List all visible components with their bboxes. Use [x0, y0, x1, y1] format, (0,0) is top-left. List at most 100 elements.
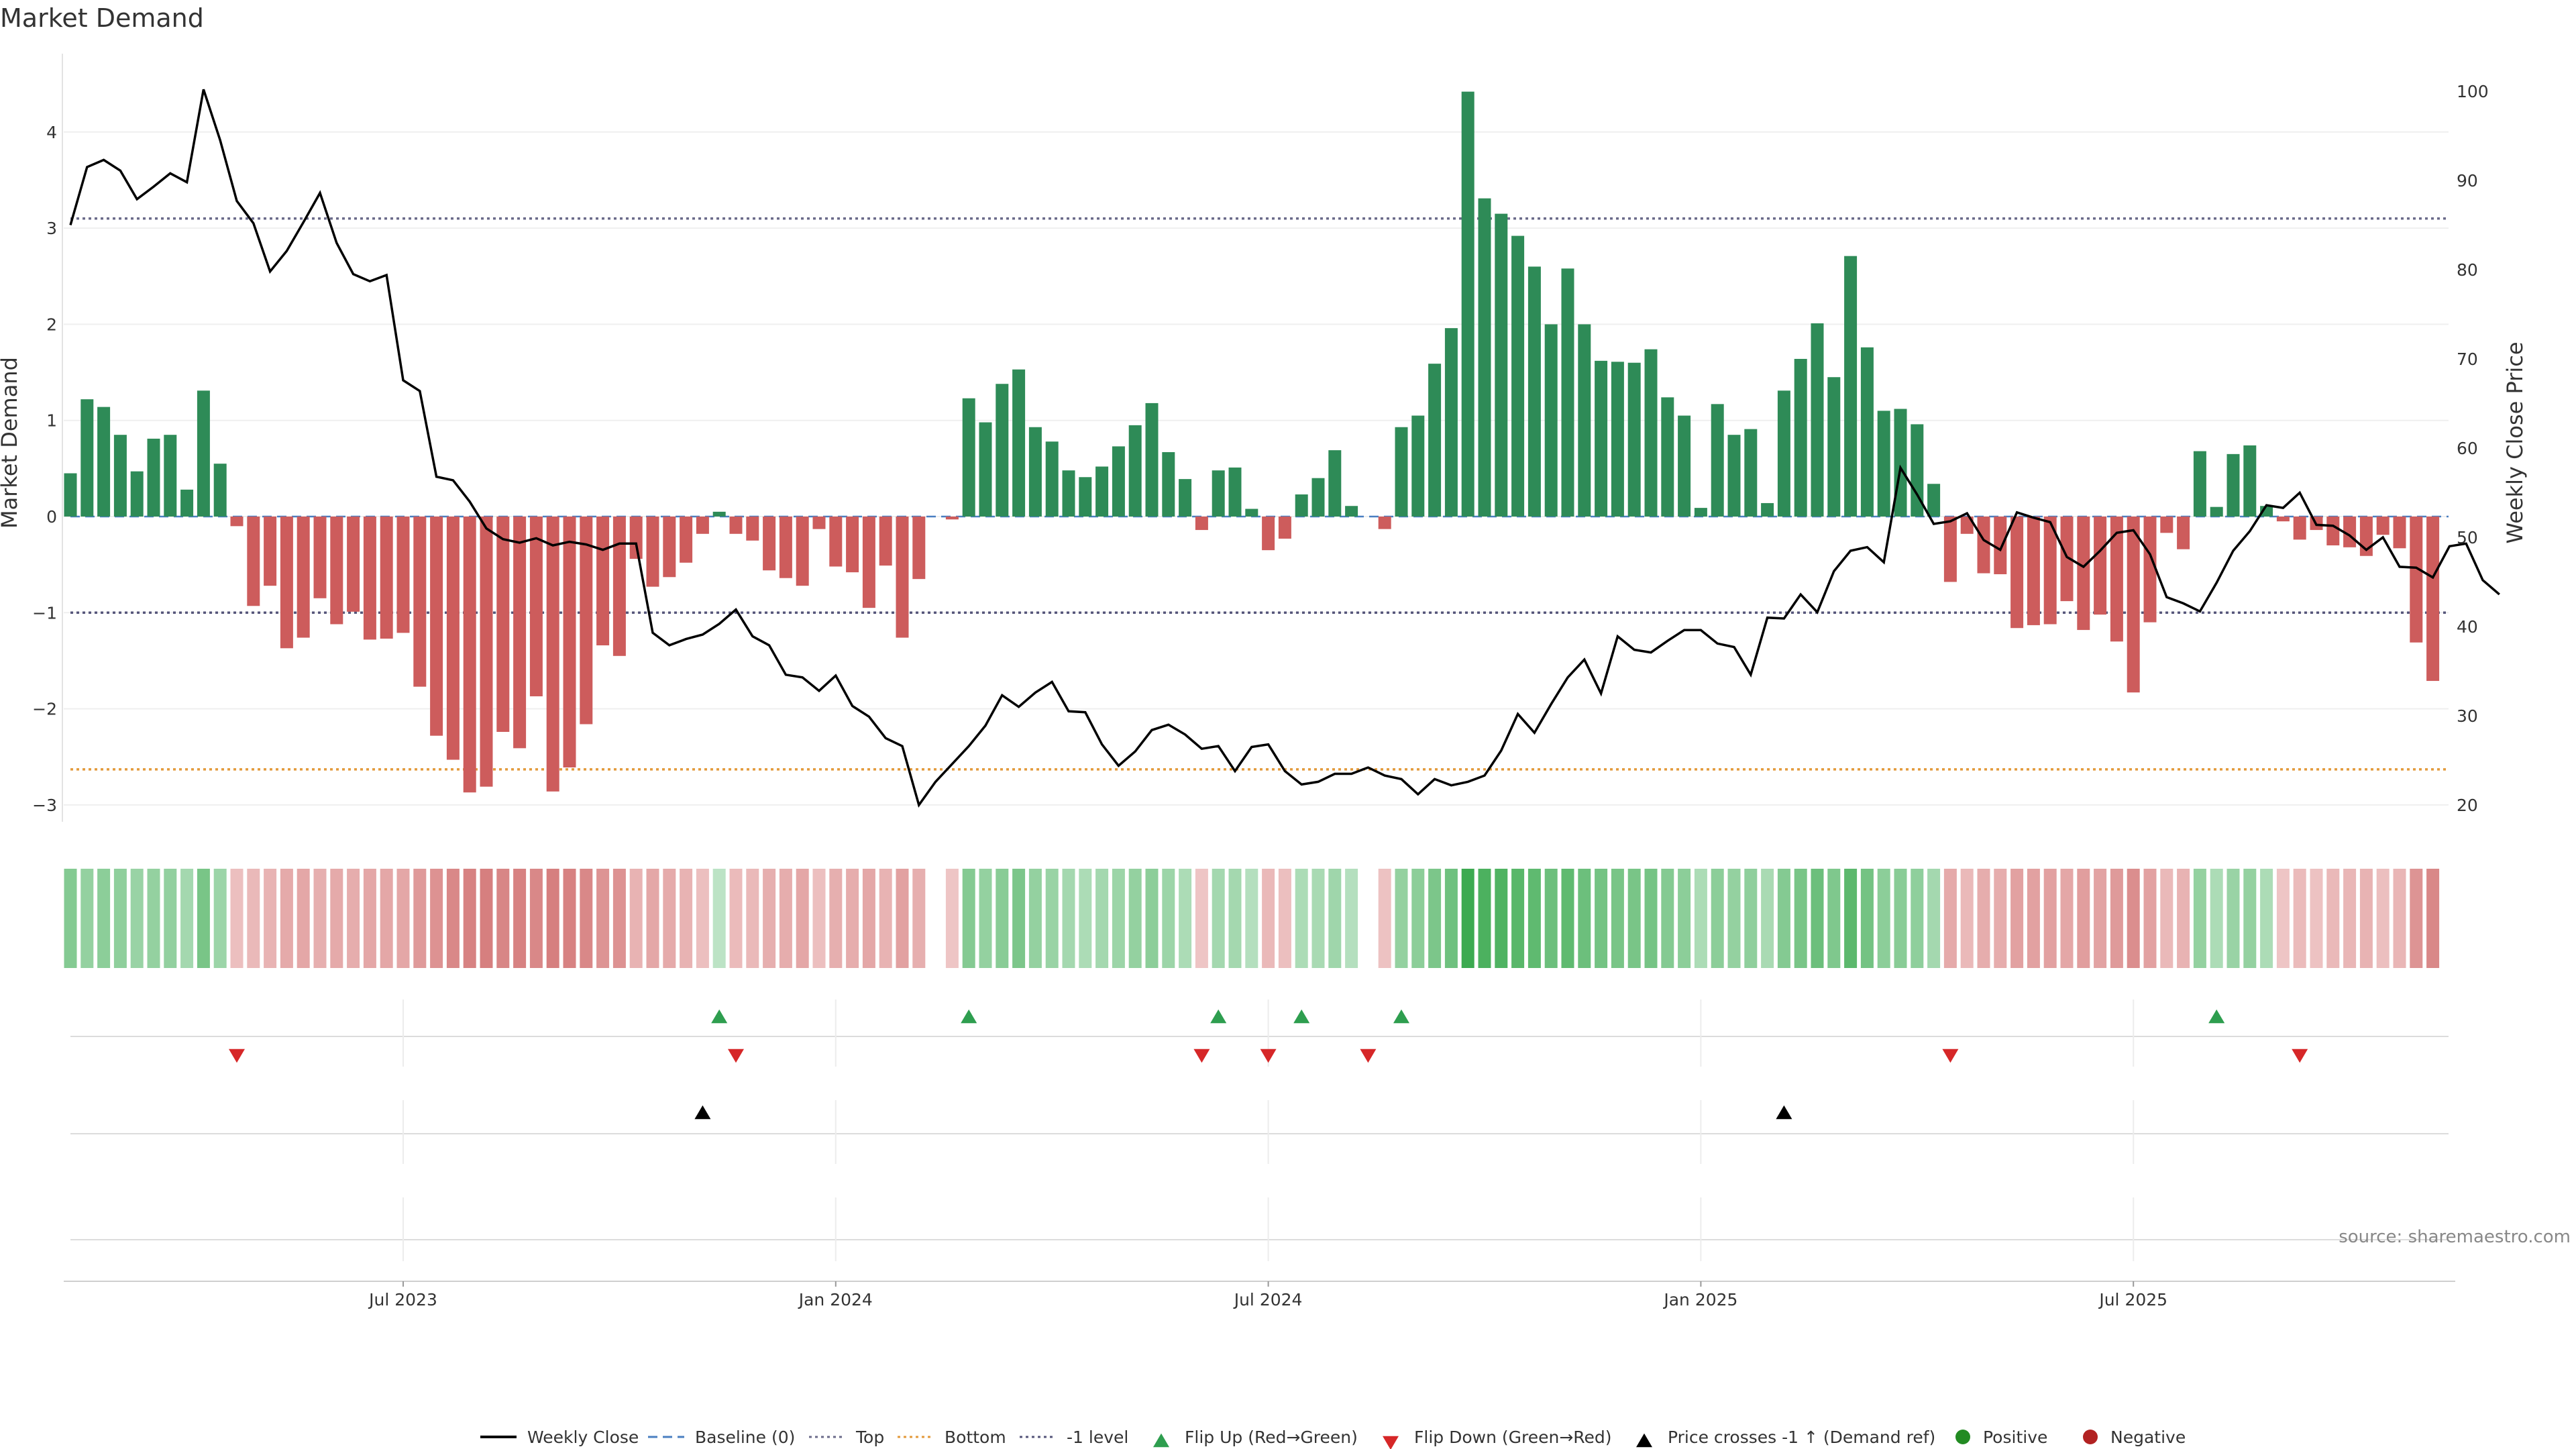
- demand-bar: [1128, 425, 1142, 517]
- legend-flip-up-symbol: [1153, 1433, 1169, 1448]
- demand-bar: [945, 517, 959, 520]
- intensity-strip: [64, 869, 2440, 968]
- flip-down-marker: [1360, 1049, 1377, 1063]
- right-axis-ticks: 20 30 40 50 60 70 80 90 100: [2457, 82, 2489, 815]
- intensity-cell: [629, 869, 643, 968]
- demand-bar: [962, 398, 975, 517]
- legend-item-price-cross: Price crosses -1 ↑ (Demand ref): [1668, 1428, 1935, 1447]
- intensity-cell: [696, 869, 709, 968]
- chart-title: Market Demand: [0, 3, 204, 33]
- intensity-cell: [2276, 869, 2290, 968]
- intensity-cell: [1062, 869, 1075, 968]
- intensity-cell: [1960, 869, 1974, 968]
- demand-bar: [596, 517, 610, 646]
- demand-bar: [2276, 517, 2290, 522]
- x-tick-label: Jan 2024: [798, 1290, 873, 1309]
- demand-bar: [2043, 517, 2057, 625]
- intensity-cell: [1827, 869, 1841, 968]
- intensity-cell: [1079, 869, 1092, 968]
- demand-bar: [1328, 450, 1342, 517]
- x-tick-label: Jul 2025: [2098, 1290, 2167, 1309]
- intensity-cell: [1278, 869, 1291, 968]
- y2-tick-label: 40: [2457, 617, 2478, 637]
- intensity-cell: [280, 869, 293, 968]
- event-markers: [229, 1009, 2308, 1449]
- y-tick-label: −3: [32, 796, 57, 815]
- y2-tick-label: 100: [2457, 82, 2489, 101]
- intensity-cell: [2376, 869, 2390, 968]
- intensity-cell: [746, 869, 759, 968]
- intensity-cell: [1511, 869, 1525, 968]
- intensity-cell: [1478, 869, 1491, 968]
- demand-bar: [2143, 517, 2157, 623]
- demand-bar: [130, 471, 144, 517]
- demand-bar: [612, 517, 626, 656]
- intensity-cell: [1527, 869, 1541, 968]
- demand-bar: [1228, 467, 1242, 517]
- demand-bar: [729, 517, 743, 534]
- demand-bar: [1611, 362, 1624, 517]
- demand-bar: [2226, 453, 2240, 517]
- y2-tick-label: 90: [2457, 171, 2478, 191]
- demand-bar: [1478, 198, 1491, 517]
- demand-bar: [380, 517, 393, 639]
- intensity-cell: [1977, 869, 1990, 968]
- intensity-cell: [264, 869, 277, 968]
- demand-bar: [862, 517, 875, 608]
- intensity-cell: [1627, 869, 1641, 968]
- flip-down-marker: [1260, 1049, 1277, 1063]
- intensity-cell: [1611, 869, 1624, 968]
- demand-bar: [113, 435, 127, 517]
- demand-bar: [1095, 466, 1109, 517]
- legend-label: Weekly Close: [527, 1428, 639, 1447]
- demand-bar: [164, 435, 177, 517]
- demand-bar: [496, 517, 510, 732]
- intensity-cell: [2426, 869, 2440, 968]
- intensity-cell: [1927, 869, 1941, 968]
- price-cross-marker: [1776, 1105, 1792, 1120]
- demand-bar: [1145, 402, 1159, 517]
- flip-down-marker: [229, 1049, 245, 1063]
- intensity-cell: [64, 869, 77, 968]
- demand-bar: [230, 517, 244, 527]
- demand-bar: [2027, 517, 2040, 625]
- demand-bar: [463, 517, 476, 793]
- demand-bar: [1028, 427, 1042, 517]
- intensity-cell: [979, 869, 992, 968]
- intensity-cell: [1561, 869, 1574, 968]
- intensity-cell: [2310, 869, 2323, 968]
- demand-bar: [1627, 362, 1641, 517]
- intensity-cell: [1378, 869, 1391, 968]
- intensity-cell: [2260, 869, 2273, 968]
- intensity-cell: [945, 869, 959, 968]
- demand-bar: [1711, 404, 1724, 517]
- intensity-cell: [1162, 869, 1175, 968]
- demand-bar: [2160, 517, 2174, 533]
- demand-bar: [996, 384, 1009, 517]
- demand-bar: [680, 517, 693, 563]
- legend-item-flip-down: Flip Down (Green→Red): [1414, 1428, 1612, 1447]
- demand-bar: [197, 390, 210, 517]
- y-tick-label: 4: [46, 123, 57, 142]
- intensity-cell: [297, 869, 310, 968]
- demand-bar: [1195, 517, 1208, 531]
- y-tick-label: 1: [46, 411, 57, 431]
- intensity-cell: [496, 869, 510, 968]
- intensity-cell: [1311, 869, 1325, 968]
- legend-label: Flip Up (Red→Green): [1185, 1428, 1358, 1447]
- demand-bar: [513, 517, 527, 749]
- demand-bar: [1661, 397, 1674, 517]
- demand-bar: [280, 517, 293, 649]
- legend-item-minus-one-level: -1 level: [1020, 1428, 1128, 1447]
- intensity-cell: [1461, 869, 1474, 968]
- demand-bar: [1595, 360, 1608, 517]
- intensity-cell: [2110, 869, 2123, 968]
- demand-bar: [563, 517, 576, 768]
- demand-bar: [1860, 347, 1874, 517]
- demand-bar: [430, 517, 443, 736]
- legend: Weekly Close Baseline (0) Top Bottom -1 leve…: [480, 1428, 2186, 1447]
- demand-bar: [2426, 517, 2440, 682]
- intensity-cell: [1644, 869, 1658, 968]
- demand-bar: [2376, 517, 2390, 535]
- intensity-cell: [546, 869, 559, 968]
